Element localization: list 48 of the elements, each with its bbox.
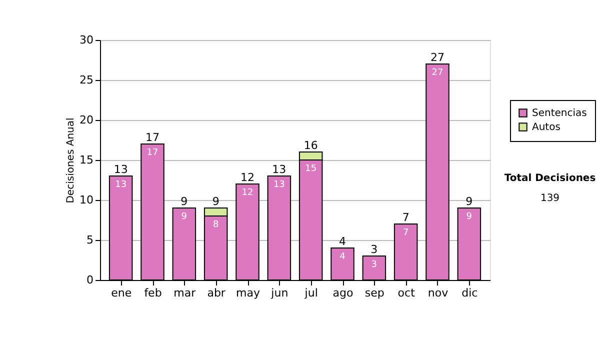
x-tick-label: mar bbox=[174, 286, 196, 300]
x-tick-label: abr bbox=[207, 286, 226, 300]
x-tick-label: nov bbox=[428, 286, 449, 300]
data-label: 8 bbox=[212, 220, 219, 230]
data-label: 3 bbox=[371, 260, 378, 270]
total-label: 3 bbox=[370, 243, 378, 256]
data-label: 12 bbox=[242, 188, 254, 198]
data-label: 7 bbox=[402, 228, 409, 238]
total-label: 9 bbox=[466, 195, 473, 208]
y-tick-label: 20 bbox=[80, 114, 94, 126]
text: 139 bbox=[540, 193, 560, 204]
x-tick-label: ene bbox=[111, 286, 132, 300]
total-label: 9 bbox=[212, 195, 220, 208]
text: Total Decisiones bbox=[504, 173, 596, 184]
total-label: 4 bbox=[339, 235, 346, 248]
x-tick-label: may bbox=[236, 286, 260, 300]
total-label: 16 bbox=[304, 139, 318, 152]
total-label: 9 bbox=[180, 195, 188, 208]
data-label: 9 bbox=[466, 212, 472, 222]
data-label: 27 bbox=[432, 68, 444, 78]
y-tick-label: 0 bbox=[86, 274, 94, 286]
x-tick-label: feb bbox=[144, 286, 162, 300]
y-tick-label: 30 bbox=[80, 34, 94, 46]
total-label: 13 bbox=[114, 163, 128, 176]
data-label: 13 bbox=[273, 180, 285, 190]
data-label: 4 bbox=[340, 252, 346, 262]
total-label: 7 bbox=[402, 211, 410, 224]
x-tick-label: jul bbox=[304, 286, 318, 300]
y-tick-label: 10 bbox=[80, 194, 94, 206]
total-label: 12 bbox=[240, 171, 254, 184]
total-label: 13 bbox=[272, 163, 286, 176]
x-tick-label: jun bbox=[270, 286, 288, 300]
y-tick-label: 25 bbox=[80, 74, 94, 86]
data-label: 15 bbox=[305, 164, 317, 174]
data-label: 9 bbox=[181, 212, 188, 222]
total-label: 17 bbox=[146, 131, 160, 144]
data-label: 17 bbox=[146, 148, 158, 158]
y-tick-label: 15 bbox=[80, 154, 94, 166]
data-label: 13 bbox=[115, 180, 127, 190]
x-tick-label: ago bbox=[332, 286, 354, 300]
x-tick-label: oct bbox=[398, 286, 416, 300]
x-tick-label: sep bbox=[364, 286, 384, 300]
legend-label: Autos bbox=[532, 122, 560, 133]
y-axis-title: Decisiones Anual bbox=[66, 118, 77, 204]
total-label: 27 bbox=[430, 51, 444, 64]
x-tick-label: dic bbox=[462, 286, 478, 300]
y-tick-label: 5 bbox=[86, 234, 94, 246]
legend-label: Sentencias bbox=[532, 108, 587, 119]
